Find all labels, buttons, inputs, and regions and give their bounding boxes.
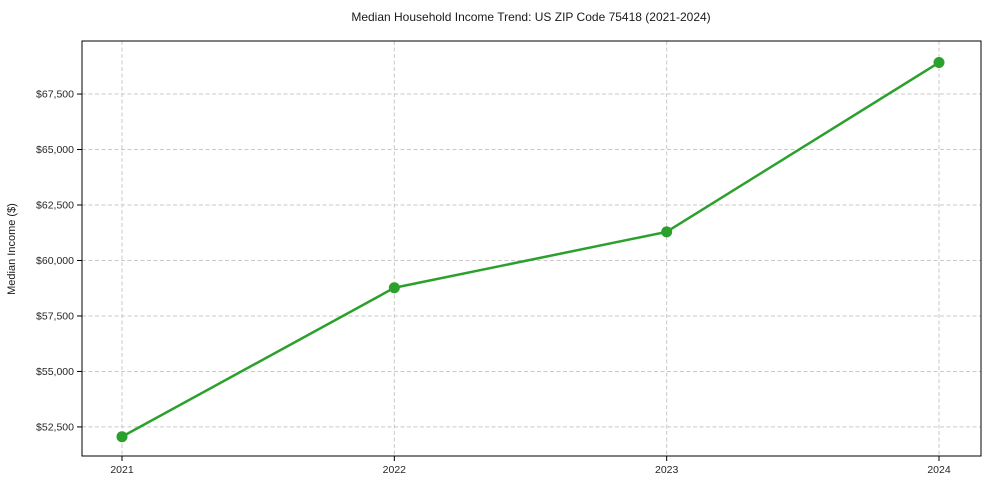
- plot-area-border: [81, 40, 982, 457]
- data-point: [388, 282, 400, 294]
- axis-tick-labels: $52,500 $55,000 $57,500 $60,000 $62,500 $65,0…: [36, 89, 951, 476]
- y-tick-label: $67,500: [36, 89, 74, 101]
- data-point: [933, 57, 945, 69]
- data-point: [116, 431, 128, 443]
- x-tick-label: 2023: [655, 464, 679, 476]
- y-tick-label: $65,000: [36, 144, 74, 156]
- y-axis-label: Median Income ($): [6, 203, 18, 295]
- axis-ticks: [77, 93, 940, 461]
- chart-title: Median Household Income Trend: US ZIP Co…: [351, 10, 710, 24]
- trend-line: [120, 61, 941, 438]
- y-tick-label: $60,000: [36, 255, 74, 267]
- x-tick-label: 2024: [927, 464, 951, 476]
- x-tick-label: 2021: [110, 464, 134, 476]
- x-tick-label: 2022: [383, 464, 407, 476]
- y-tick-label: $52,500: [36, 421, 74, 433]
- y-tick-label: $55,000: [36, 366, 74, 378]
- data-point: [661, 226, 673, 238]
- y-tick-label: $62,500: [36, 200, 74, 212]
- gridlines: [82, 41, 981, 456]
- data-points: [116, 57, 945, 443]
- y-tick-label: $57,500: [36, 310, 74, 322]
